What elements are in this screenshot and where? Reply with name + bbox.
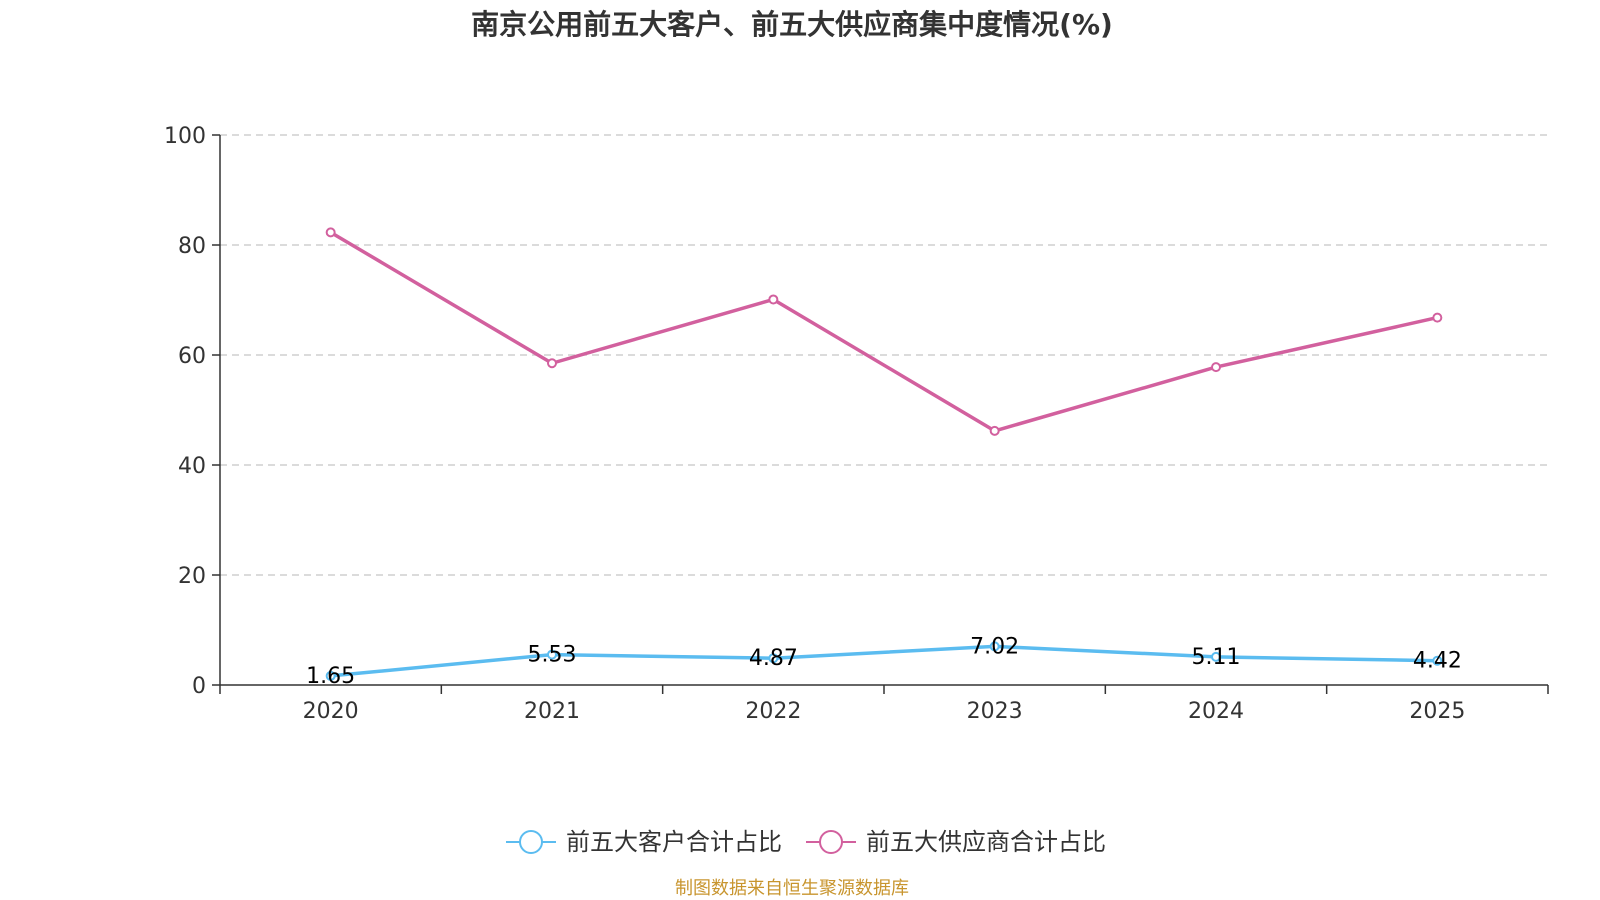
- data-point[interactable]: [325, 670, 336, 681]
- data-point[interactable]: [989, 641, 1000, 652]
- data-point[interactable]: [768, 294, 779, 305]
- y-tick-label: 40: [178, 454, 206, 479]
- legend-item-2[interactable]: 前五大供应商合计占比: [806, 828, 1106, 856]
- data-label: 1.65: [306, 664, 355, 689]
- legend-marker: [819, 830, 843, 854]
- y-tick-label: 0: [192, 674, 206, 699]
- x-tick-label: 2025: [1409, 699, 1465, 724]
- legend-label: 前五大供应商合计占比: [866, 828, 1106, 856]
- legend-label: 前五大客户合计占比: [566, 828, 782, 856]
- series-line-2: [329, 230, 1438, 433]
- x-axis-ticks: 2020 2021 2022 2023 2024 2025: [219, 685, 1549, 724]
- x-tick-label: 2024: [1188, 699, 1244, 724]
- y-tick-label: 100: [164, 124, 206, 149]
- series-line-1: [330, 644, 1438, 678]
- data-label: 5.11: [1192, 645, 1241, 670]
- x-tick-label: 2022: [745, 699, 801, 724]
- data-point[interactable]: [1211, 651, 1221, 662]
- data-point[interactable]: [1432, 655, 1443, 666]
- data-point[interactable]: [1211, 362, 1221, 373]
- data-point[interactable]: [1432, 312, 1443, 323]
- data-labels: 1.65 5.53 4.87 7.02 5.11 4.42: [306, 634, 1462, 689]
- gridlines: [220, 134, 1548, 576]
- legend-item-1[interactable]: 前五大客户合计占比: [506, 828, 782, 856]
- y-tick-label: 60: [178, 344, 206, 369]
- data-point[interactable]: [989, 425, 1000, 436]
- y-axis-ticks: 0 20 40 60 80 100: [164, 124, 220, 699]
- legend-marker: [519, 830, 543, 854]
- data-point[interactable]: [547, 649, 557, 660]
- legend[interactable]: 前五大客户合计占比 前五大供应商合计占比: [506, 828, 1106, 856]
- x-tick-label: 2021: [524, 699, 580, 724]
- data-label: 5.53: [528, 643, 577, 668]
- data-point[interactable]: [547, 358, 557, 369]
- data-point[interactable]: [325, 227, 336, 238]
- data-label: 4.87: [749, 646, 798, 671]
- data-label: 4.42: [1413, 649, 1462, 674]
- y-tick-label: 20: [178, 564, 206, 589]
- series-group: [325, 227, 1443, 681]
- axes: [219, 135, 1548, 686]
- data-point[interactable]: [768, 653, 779, 664]
- y-tick-label: 80: [178, 234, 206, 259]
- source-note: 制图数据来自恒生聚源数据库: [675, 878, 909, 899]
- x-tick-label: 2020: [303, 699, 359, 724]
- data-label: 7.02: [970, 634, 1019, 659]
- chart-title: 南京公用前五大客户、前五大供应商集中度情况(%): [471, 8, 1113, 41]
- x-tick-label: 2023: [967, 699, 1023, 724]
